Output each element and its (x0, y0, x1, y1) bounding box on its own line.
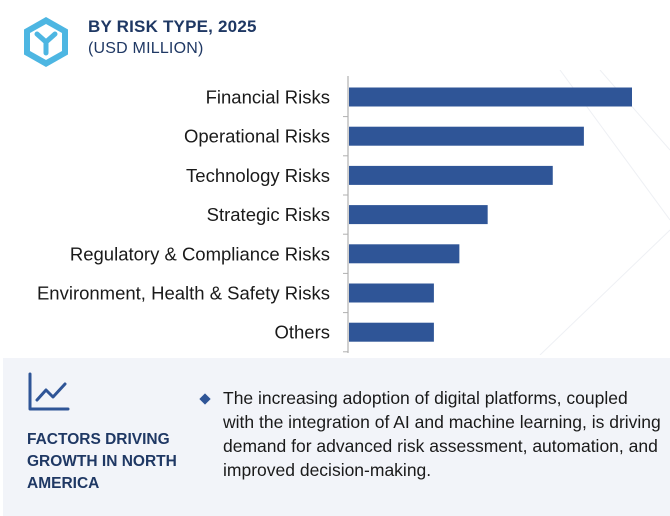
chart-subtitle: (USD MILLION) (88, 40, 204, 57)
category-label: Strategic Risks (207, 204, 330, 225)
category-label: Technology Risks (186, 165, 330, 186)
bar (349, 126, 584, 146)
risk-type-bar-chart: Financial Risks Operational Risks Technolo… (37, 70, 670, 355)
bar (349, 322, 434, 342)
trend-chart-icon (28, 372, 70, 411)
growth-factor-text: The increasing adoption of digital platf… (223, 388, 661, 480)
chart-title: BY RISK TYPE, 2025 (88, 17, 257, 36)
bar (349, 283, 434, 303)
north-america-panel: FACTORS DRIVING GROWTH IN NORTH AMERICA … (3, 358, 670, 516)
header: BY RISK TYPE, 2025 (USD MILLION) (0, 0, 670, 70)
background-decoration-line (539, 229, 670, 355)
bar (349, 244, 460, 264)
category-label: Environment, Health & Safety Risks (37, 283, 330, 304)
category-label: Others (274, 322, 330, 343)
bar (349, 165, 553, 185)
bar (349, 205, 488, 225)
category-label: Operational Risks (184, 126, 330, 147)
category-label: Regulatory & Compliance Risks (70, 243, 330, 264)
factors-label: FACTORS DRIVING GROWTH IN NORTH AMERICA (27, 431, 177, 492)
category-label: Financial Risks (206, 87, 330, 108)
hexagon-y-logo-icon (24, 17, 68, 67)
background-decoration-line (599, 70, 670, 151)
bullet-diamond-icon (199, 393, 211, 405)
bar (349, 87, 632, 107)
